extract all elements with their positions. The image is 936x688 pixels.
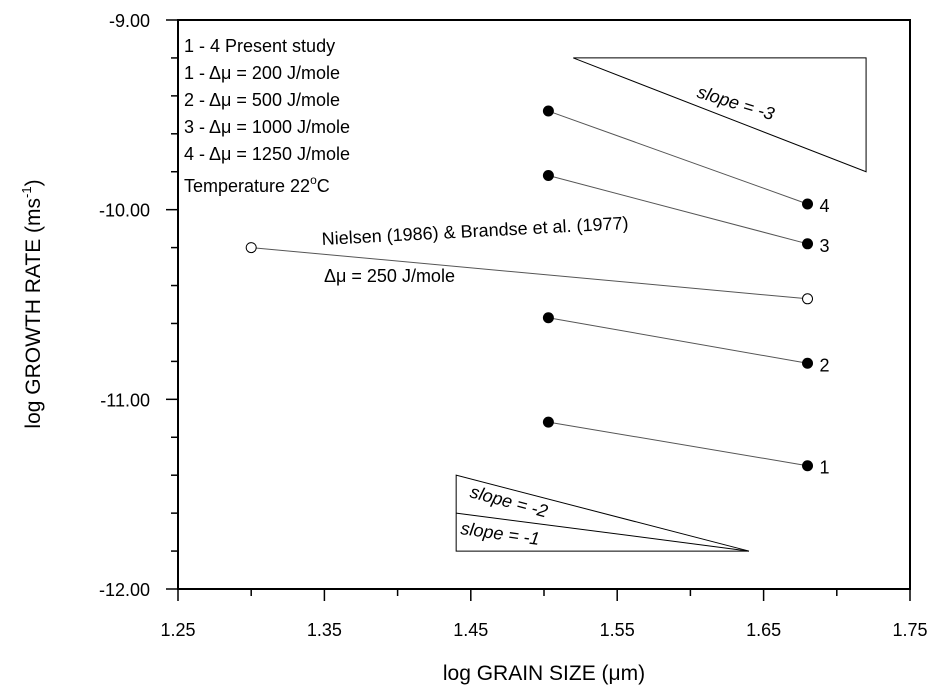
x-tick-label: 1.25 — [160, 620, 195, 640]
series-line — [548, 110, 808, 205]
x-tick-label: 1.75 — [892, 620, 927, 640]
y-tick-label: -10.00 — [99, 201, 150, 221]
axis-ticks: 1.25 1.35 1.45 1.55 1.65 1.75 -9.00 -10.00 -11.0… — [99, 11, 928, 640]
y-tick-label: -9.00 — [109, 11, 150, 31]
x-tick-label: 1.35 — [307, 620, 342, 640]
slope-3-triangle — [573, 57, 867, 173]
series-lines — [251, 110, 808, 467]
series-line — [548, 175, 808, 245]
filled-data-point — [802, 238, 814, 250]
legend-line: 2 - Δμ = 500 J/mole — [184, 90, 340, 110]
filled-data-point — [802, 357, 814, 369]
x-tick-label: 1.65 — [746, 620, 781, 640]
filled-data-point — [542, 312, 554, 324]
legend-temperature: Temperature 22oC — [184, 173, 330, 196]
nielsen-delta-mu: Δμ = 250 J/mole — [324, 266, 455, 286]
series-points: 1 2 3 4 — [245, 105, 830, 478]
series-line — [548, 317, 808, 364]
x-tick-label: 1.55 — [600, 620, 635, 640]
nielsen-annotation: Nielsen (1986) & Brandse et al. (1977) — [321, 213, 629, 249]
legend: 1 - 4 Present study 1 - Δμ = 200 J/mole … — [184, 36, 350, 196]
filled-data-point — [542, 416, 554, 428]
open-data-point — [802, 293, 814, 305]
y-axis-title: log GROWTH RATE (ms-1) — [19, 179, 45, 428]
x-tick-label: 1.45 — [453, 620, 488, 640]
slope-2-triangle — [455, 474, 750, 552]
legend-line: 1 - Δμ = 200 J/mole — [184, 63, 340, 83]
legend-line: 3 - Δμ = 1000 J/mole — [184, 117, 350, 137]
series-line — [548, 421, 808, 467]
open-data-point — [245, 242, 257, 254]
series-line — [251, 247, 808, 300]
series-label: 1 — [820, 458, 830, 478]
filled-data-point — [802, 198, 814, 210]
series-label: 3 — [820, 236, 830, 256]
x-axis-title: log GRAIN SIZE (μm) — [443, 662, 645, 685]
slope-1-line — [456, 512, 750, 552]
filled-data-point — [802, 460, 814, 472]
series-label: 2 — [820, 355, 830, 375]
y-tick-label: -11.00 — [100, 390, 150, 410]
filled-data-point — [542, 170, 554, 182]
filled-data-point — [542, 105, 554, 117]
slope-triangles — [455, 57, 867, 552]
legend-line: 1 - 4 Present study — [184, 36, 335, 56]
y-tick-label: -12.00 — [99, 580, 150, 600]
series-label: 4 — [820, 196, 830, 216]
slope-3-label: slope = -3 — [695, 82, 777, 124]
legend-line: 4 - Δμ = 1250 J/mole — [184, 144, 350, 164]
slope-2-label: slope = -2 — [468, 482, 550, 522]
